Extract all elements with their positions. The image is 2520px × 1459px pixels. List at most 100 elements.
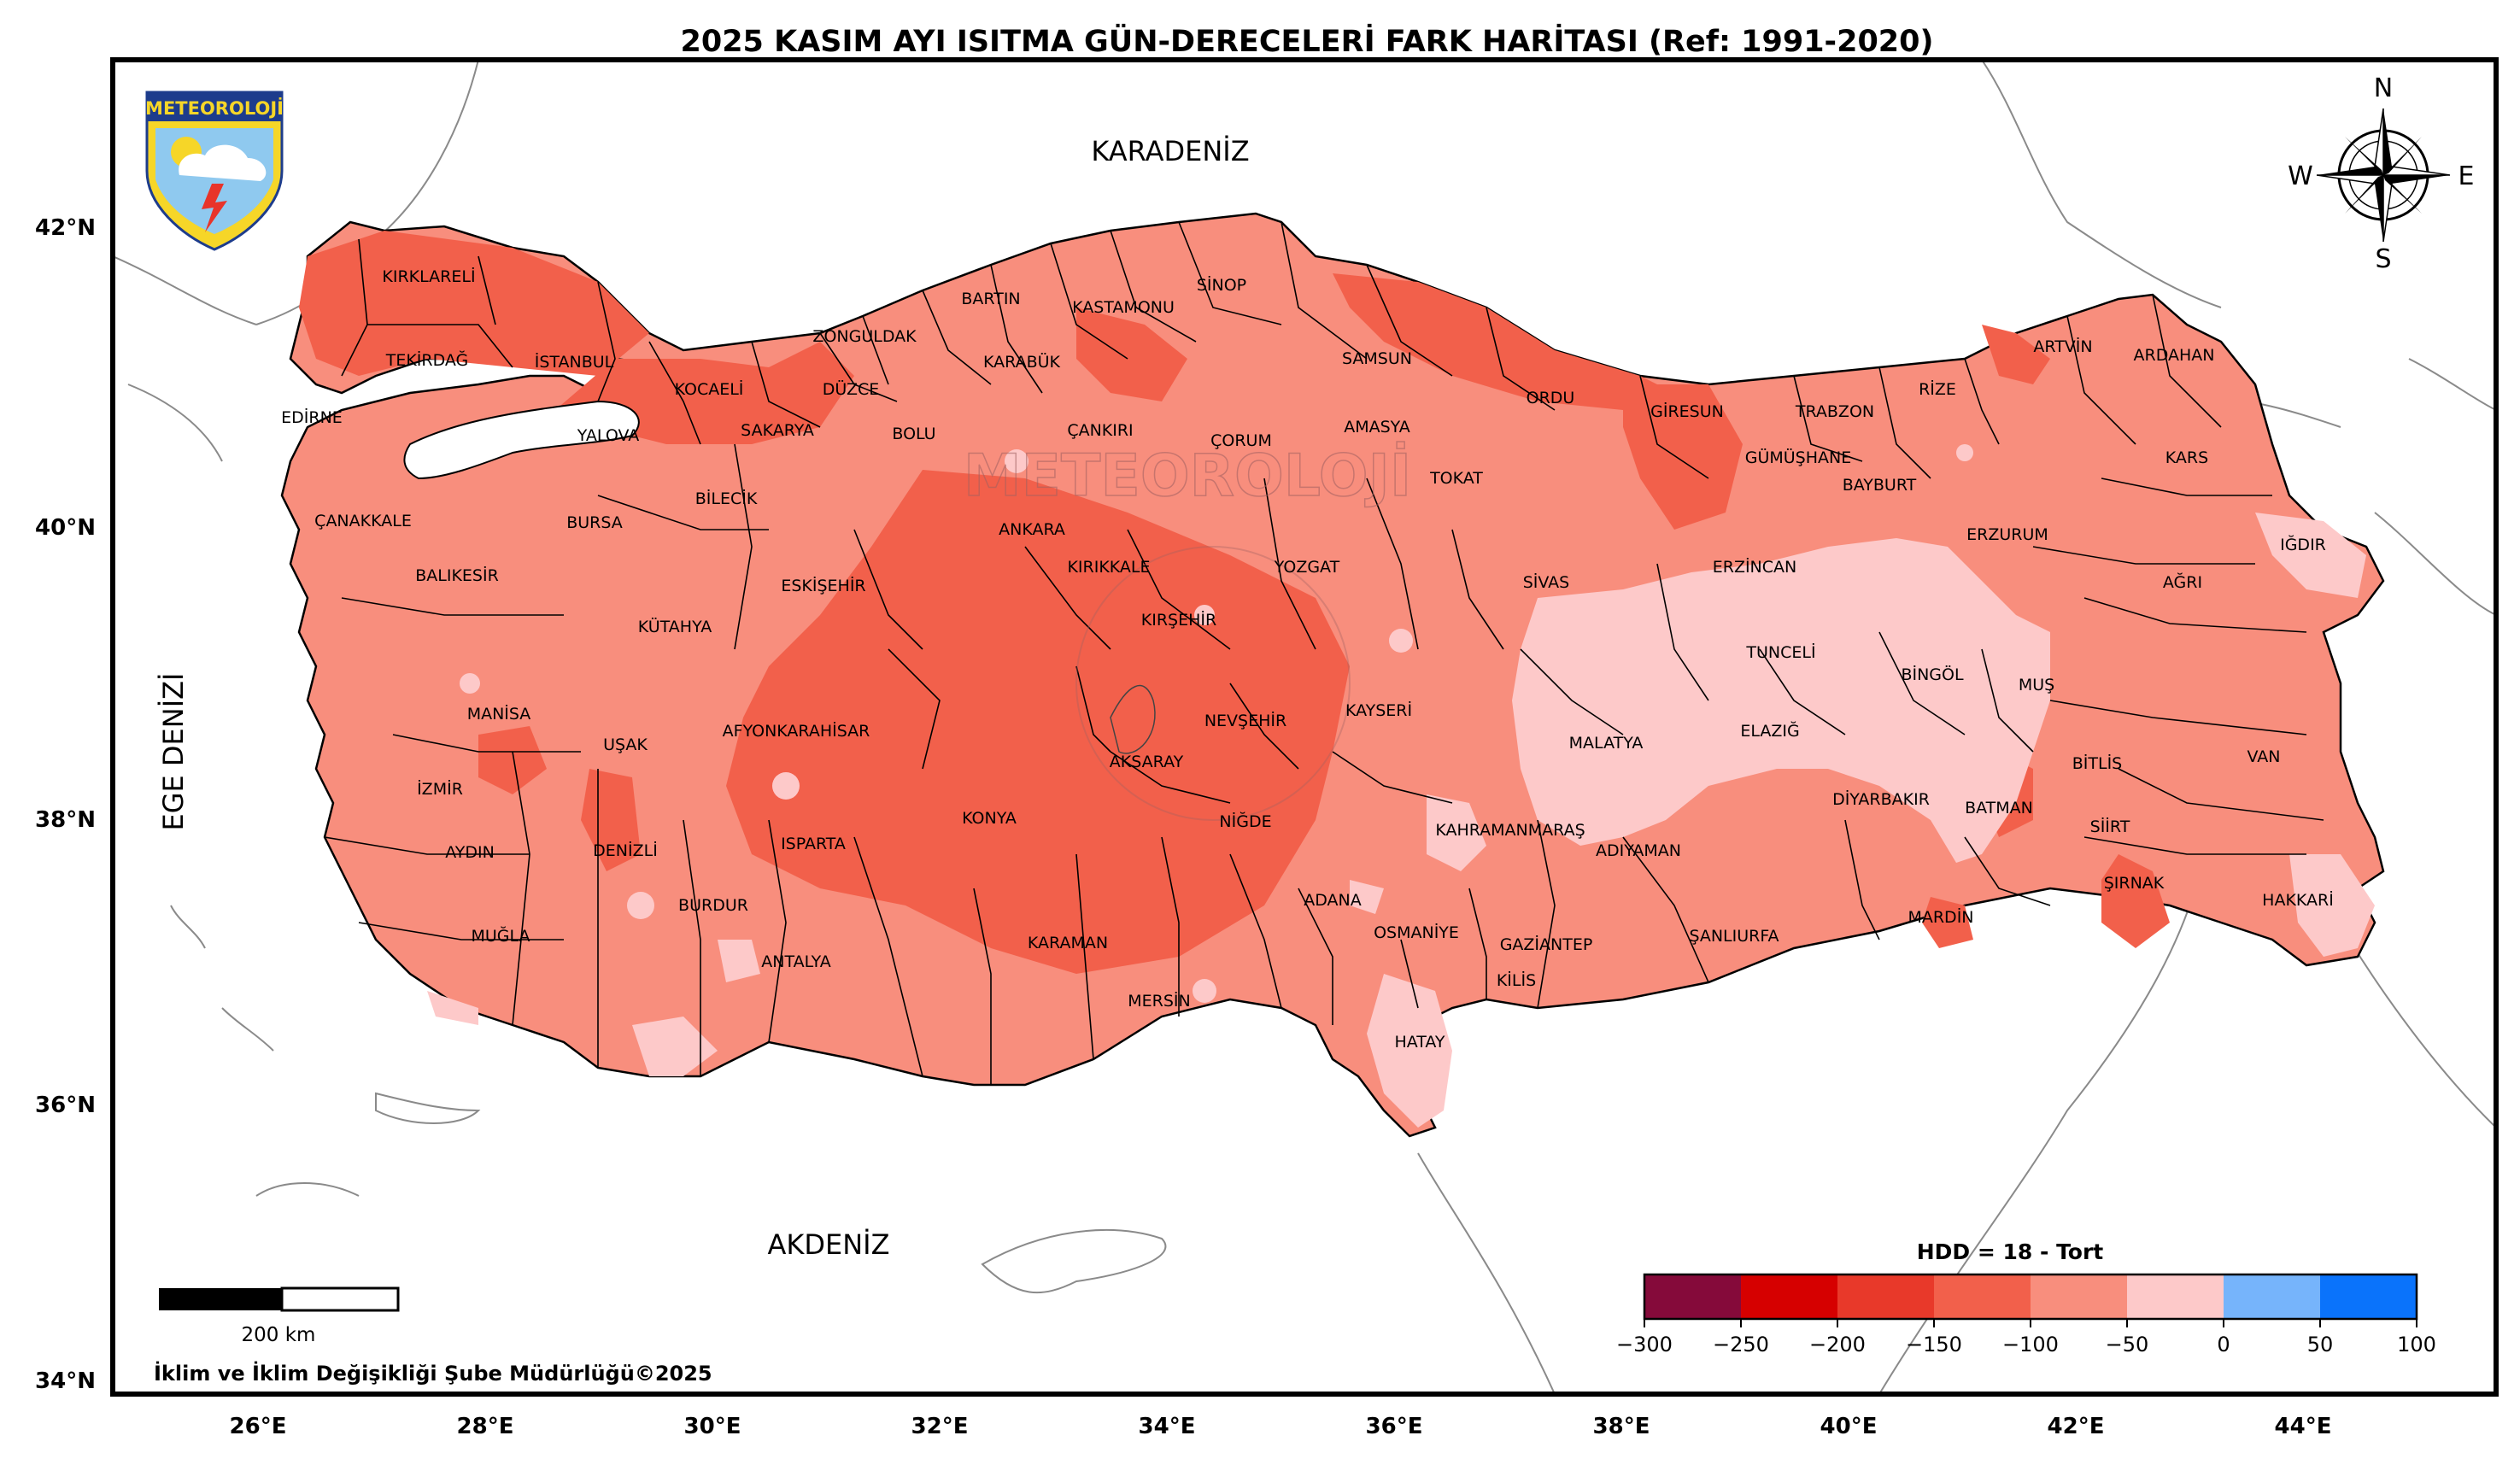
province-label: KIRIKKALE <box>1067 558 1150 577</box>
lon-tick: 44°E <box>2275 1414 2332 1439</box>
province-label: KIRKLARELİ <box>382 267 475 286</box>
province-label: IĞDIR <box>2280 534 2326 554</box>
province-label: MALATYA <box>1569 734 1644 753</box>
province-label: MERSİN <box>1128 991 1190 1011</box>
province-label: SİVAS <box>1523 572 1570 592</box>
province-label: ERZURUM <box>1966 525 2048 544</box>
lat-tick: 34°N <box>35 1368 96 1394</box>
province-label: TUNCELİ <box>1745 642 1815 662</box>
compass-w: W <box>2288 161 2313 191</box>
legend: HDD = 18 - Tort −300 −250 −200 −150 −100 −50 0… <box>1616 1239 2436 1356</box>
province-label: KARABÜK <box>983 352 1060 372</box>
province-label: TOKAT <box>1429 469 1483 488</box>
province-label: ADANA <box>1304 891 1362 910</box>
province-label: HAKKARİ <box>2262 890 2334 910</box>
province-label: TEKİRDAĞ <box>385 349 469 370</box>
province-label: NİĞDE <box>1219 811 1271 831</box>
legend-tick-label: −50 <box>2106 1333 2149 1356</box>
lon-tick: 28°E <box>457 1414 514 1439</box>
legend-swatch <box>1741 1274 1838 1319</box>
province-label: TRABZON <box>1795 402 1874 421</box>
province-label: AKSARAY <box>1110 753 1184 771</box>
compass-n: N <box>2374 73 2393 103</box>
province-label: BALIKESİR <box>415 565 499 585</box>
lon-tick: 42°E <box>2048 1414 2105 1439</box>
lon-tick: 36°E <box>1366 1414 1423 1439</box>
lat-tick: 40°N <box>35 515 96 541</box>
legend-swatch <box>2320 1274 2417 1319</box>
province-label: KÜTAHYA <box>638 617 712 636</box>
province-label: AMASYA <box>1344 418 1410 437</box>
legend-swatches <box>1644 1274 2417 1319</box>
province-label: BİTLİS <box>2072 753 2123 773</box>
province-label: MUŞ <box>2019 676 2054 694</box>
lon-tick: 40°E <box>1820 1414 1878 1439</box>
province-label: YOZGAT <box>1274 558 1340 577</box>
legend-tick-label: −300 <box>1616 1333 1673 1356</box>
compass-rose: N S E W <box>2288 73 2474 274</box>
province-label: BURSA <box>566 513 623 532</box>
province-label: BİLECİK <box>695 489 758 508</box>
province-label: DÜZCE <box>823 379 880 399</box>
legend-swatch <box>1837 1274 1935 1319</box>
lon-tick: 34°E <box>1139 1414 1196 1439</box>
province-label: YALOVA <box>577 426 639 445</box>
province-label: ANTALYA <box>761 952 831 971</box>
province-label: ESKİŞEHİR <box>781 576 865 595</box>
province-label: ADIYAMAN <box>1596 841 1681 860</box>
province-label: VAN <box>2247 747 2281 766</box>
meteoroloji-logo: METEOROLOJİ <box>145 91 284 251</box>
province-label: ŞANLIURFA <box>1689 927 1779 946</box>
lon-tick: 38°E <box>1593 1414 1650 1439</box>
province-label: SİNOP <box>1197 275 1246 295</box>
province-label: BURDUR <box>678 896 748 915</box>
province-label: BATMAN <box>1965 799 2033 817</box>
province-label: ANKARA <box>999 520 1065 539</box>
lat-tick: 36°N <box>35 1093 96 1118</box>
province-label: ISPARTA <box>781 835 846 853</box>
watermark: METEOROLOJİ <box>964 442 1411 510</box>
legend-swatch <box>1934 1274 2031 1319</box>
province-label: KONYA <box>962 809 1017 828</box>
lon-axis: 26°E 28°E 30°E 32°E 34°E 36°E 38°E 40°E … <box>230 1414 2332 1439</box>
legend-tick-label: −100 <box>2002 1333 2059 1356</box>
province-label: ŞIRNAK <box>2104 874 2165 893</box>
province-label: İSTANBUL <box>535 352 614 372</box>
anomaly-zones <box>299 231 2375 1128</box>
map-body: METEOROLOJİ KIRKLARELİ TEKİRDAĞ EDİRNE İ… <box>113 60 2496 1394</box>
sea-label-karadeniz: KARADENİZ <box>1091 135 1249 167</box>
province-label: ÇANAKKALE <box>314 512 412 530</box>
province-label: KARAMAN <box>1028 934 1108 952</box>
logo-text: METEOROLOJİ <box>145 97 284 119</box>
lon-tick: 32°E <box>911 1414 969 1439</box>
legend-swatch <box>2127 1274 2224 1319</box>
map-title: 2025 KASIM AYI ISITMA GÜN-DERECELERİ FAR… <box>680 23 1933 59</box>
province-label: ÇANKIRI <box>1067 421 1133 440</box>
cloud-icon <box>179 144 267 181</box>
legend-swatch <box>2031 1274 2128 1319</box>
province-label: MANİSA <box>467 704 531 724</box>
province-label: GAZİANTEP <box>1500 935 1593 954</box>
province-label: AYDIN <box>445 843 495 862</box>
province-label: ZONGULDAK <box>812 327 917 346</box>
legend-tick-label: 0 <box>2217 1333 2230 1356</box>
lon-tick: 26°E <box>230 1414 287 1439</box>
legend-title: HDD = 18 - Tort <box>1917 1239 2104 1264</box>
watermark-emblem <box>1075 546 1351 821</box>
province-label: KAYSERİ <box>1345 700 1412 720</box>
province-boundaries <box>324 221 2324 1085</box>
province-label: ORDU <box>1527 389 1575 407</box>
lightning-icon <box>202 184 227 232</box>
scale-bar-label: 200 km <box>242 1324 316 1346</box>
province-label: SAMSUN <box>1342 349 1412 368</box>
province-label: ÇORUM <box>1210 431 1272 450</box>
legend-tick-label: −250 <box>1713 1333 1769 1356</box>
sea-label-akdeniz: AKDENİZ <box>767 1228 889 1261</box>
compass-e: E <box>2458 161 2475 191</box>
province-label: NEVŞEHİR <box>1204 711 1286 730</box>
province-label: KAHRAMANMARAŞ <box>1435 821 1585 840</box>
province-label: GÜMÜŞHANE <box>1745 448 1852 467</box>
province-label: ARDAHAN <box>2134 346 2215 365</box>
province-label: RİZE <box>1919 379 1956 399</box>
